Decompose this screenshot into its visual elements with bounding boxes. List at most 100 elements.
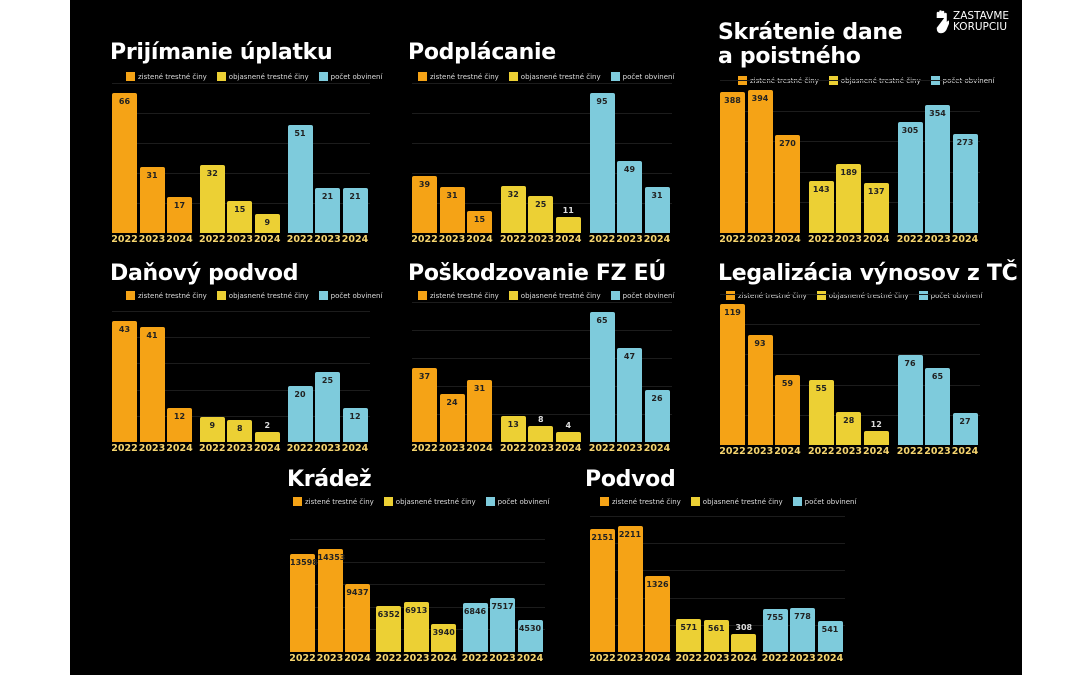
value-label: 541 xyxy=(821,625,839,635)
year-label: 2024 xyxy=(466,234,493,245)
legend-label: počet obvinení xyxy=(622,291,675,300)
gridline xyxy=(290,539,545,540)
value-label: 13 xyxy=(507,420,519,429)
value-label: 7517 xyxy=(491,602,514,612)
legend-label: zistené trestné činy xyxy=(430,72,499,81)
year-label: 2022 xyxy=(461,653,489,664)
plot-area: 43 41 12 9 8 2 20 25 12 xyxy=(112,311,370,442)
legend-item: objasnené trestné činy xyxy=(216,72,309,81)
legend-swatch xyxy=(918,291,928,300)
value-label: 43 xyxy=(118,325,131,334)
value-label: 13598 xyxy=(290,558,318,568)
year-label: 2022 xyxy=(111,443,138,454)
year-label: 2023 xyxy=(403,653,430,664)
gridline xyxy=(112,311,370,312)
value-label: 8 xyxy=(236,423,243,433)
year-label: 2022 xyxy=(896,446,924,457)
bar-zistene-2022: 2151 xyxy=(590,529,615,652)
gridline xyxy=(290,584,545,586)
year-label: 2023 xyxy=(746,446,774,457)
value-label: 12 xyxy=(349,412,361,422)
year-label: 2023 xyxy=(314,443,341,454)
bar-zistene-2023: 41 xyxy=(139,326,165,442)
year-label: 2022 xyxy=(675,653,702,664)
year-label: 2024 xyxy=(341,443,369,454)
legend-label: zistené trestné činy xyxy=(430,291,499,300)
legend-swatch xyxy=(816,291,826,300)
bar-objasnene-2022: 32 xyxy=(500,185,526,233)
legend: zistené trestné činy objasnené trestné či… xyxy=(418,291,674,300)
value-label: 66 xyxy=(118,97,131,106)
year-label: 2024 xyxy=(730,653,757,664)
legend-item: počet obvinení xyxy=(610,291,675,300)
value-label: 308 xyxy=(735,623,753,633)
gridline xyxy=(112,363,370,365)
year-label: 2023 xyxy=(489,653,516,664)
bar-zistene-2022: 43 xyxy=(112,321,137,442)
legend-item: počet obvinení xyxy=(485,497,549,506)
value-label: 9437 xyxy=(346,588,369,598)
bar-zistene-2023: 394 xyxy=(747,90,773,233)
bar-obvineni-2024: 21 xyxy=(342,188,368,233)
legend-item: počet obvinení xyxy=(318,291,382,300)
bar-obvineni-2023: 65 xyxy=(925,367,950,445)
bar-obvineni-2022: 51 xyxy=(287,124,313,233)
year-label: 2022 xyxy=(199,443,226,454)
chart-title: Krádež xyxy=(287,467,372,492)
gridline xyxy=(720,80,980,81)
gridline xyxy=(720,384,980,386)
plot-area: 2151 2211 1326 571 561 308 755 778 541 xyxy=(590,516,845,652)
year-label: 2022 xyxy=(289,653,316,664)
year-label: 2023 xyxy=(138,443,166,454)
legend-swatch xyxy=(610,72,620,81)
legend-label: počet obvinení xyxy=(930,291,983,300)
legend: zistené trestné činy objasnené trestné či… xyxy=(126,72,382,81)
legend-swatch xyxy=(508,72,518,81)
gridline xyxy=(412,386,672,387)
legend-item: počet obvinení xyxy=(792,497,857,506)
year-label: 2022 xyxy=(286,234,314,245)
legend-label: objasnené trestné činy xyxy=(228,291,309,300)
raised-hand-icon xyxy=(936,10,949,34)
chart-title: Skrátenie dane a poistného xyxy=(718,20,903,69)
gridline xyxy=(290,561,545,563)
value-label: 17 xyxy=(173,200,186,210)
year-label: 2024 xyxy=(643,443,671,454)
year-label: 2024 xyxy=(555,234,582,245)
bar-objasnene-2022: 32 xyxy=(199,165,225,233)
value-label: 1326 xyxy=(646,580,669,590)
legend-swatch xyxy=(726,291,735,300)
bar-objasnene-2023: 6913 xyxy=(403,602,429,652)
bar-zistene-2024: 9437 xyxy=(345,584,370,652)
bar-obvineni-2022: 6846 xyxy=(462,602,488,652)
year-label: 2023 xyxy=(314,234,341,245)
bar-objasnene-2024: 3940 xyxy=(431,623,457,652)
year-label: 2022 xyxy=(589,653,616,664)
year-label: 2024 xyxy=(341,234,369,245)
year-label: 2022 xyxy=(500,443,527,454)
value-label: 21 xyxy=(349,192,361,202)
legend-label: zistené trestné činy xyxy=(738,291,807,300)
gridline xyxy=(720,110,980,112)
year-label: 2024 xyxy=(166,234,193,245)
gridline xyxy=(112,173,370,174)
legend-label: objasnené trestné činy xyxy=(395,497,476,506)
value-label: 394 xyxy=(751,94,769,103)
legend-label: počet obvinení xyxy=(804,497,857,506)
value-label: 76 xyxy=(904,358,916,368)
legend-item: zistené trestné činy xyxy=(293,497,374,506)
legend-item: objasnené trestné činy xyxy=(508,72,601,81)
year-label: 2023 xyxy=(924,234,951,245)
value-label: 6352 xyxy=(377,610,400,620)
value-label: 270 xyxy=(779,139,796,149)
gridline xyxy=(590,543,845,545)
bar-obvineni-2023: 778 xyxy=(790,607,815,652)
year-label: 2022 xyxy=(500,234,527,245)
value-label: 27 xyxy=(959,417,971,427)
gridline xyxy=(112,337,370,339)
bar-zistene-2022: 39 xyxy=(412,175,437,233)
legend-swatch xyxy=(383,497,393,506)
legend-swatch xyxy=(126,72,135,81)
year-label: 2024 xyxy=(555,443,582,454)
legend-label: objasnené trestné činy xyxy=(702,497,783,506)
